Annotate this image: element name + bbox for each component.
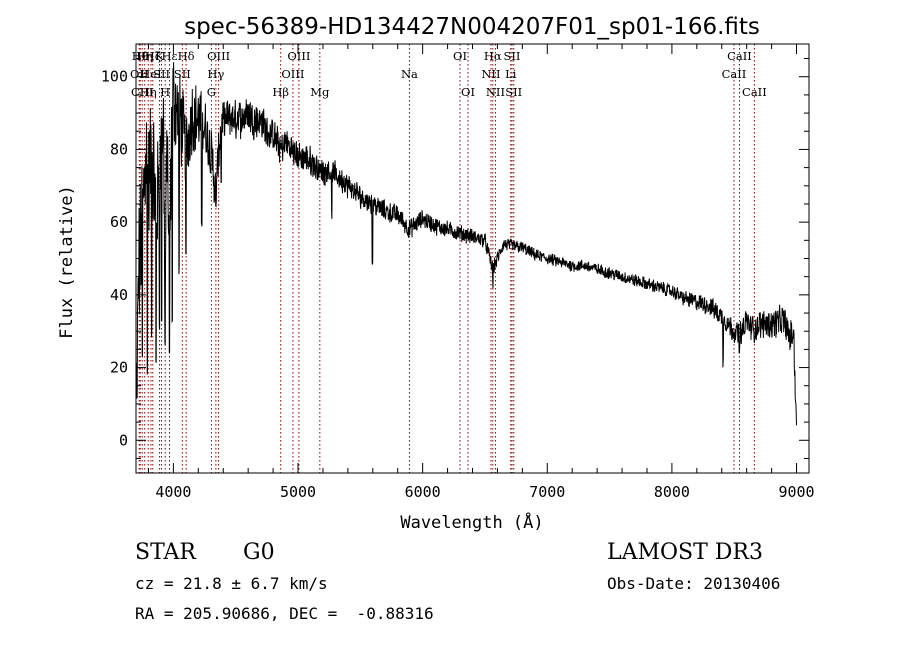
line-marker-label: CIII [131, 85, 153, 99]
y-tick-label: 100 [101, 68, 128, 86]
line-marker-label: HeI [140, 67, 161, 81]
line-marker-label: Hζ [145, 49, 161, 63]
line-marker-label: OIII [207, 49, 230, 63]
line-marker-label: OI [453, 49, 467, 63]
line-marker-label: Hδ [178, 49, 195, 63]
line-marker-label: Hη [140, 85, 157, 99]
line-marker-label: SII [174, 67, 191, 81]
x-tick-label: 6000 [405, 483, 441, 501]
coordinates: RA = 205.90686, DEC = -0.88316 [135, 604, 434, 623]
x-tick-label: 4000 [155, 483, 191, 501]
line-marker-labels: OIIHθCIIIHηHηHeIHζKSIIHHεSIIHδGHγOIIIHβO… [130, 49, 767, 99]
line-marker-label: NII [486, 85, 505, 99]
line-marker-label: Hη [136, 49, 153, 63]
survey-name: LAMOST DR3 [607, 540, 763, 565]
line-marker-label: Na [401, 67, 418, 81]
x-tick-label: 5000 [280, 483, 316, 501]
line-markers [138, 44, 755, 473]
line-marker-label: Li [505, 67, 517, 81]
line-marker-label: H [160, 85, 170, 99]
line-marker-label: OI [461, 85, 475, 99]
line-marker-label: Hα [484, 49, 502, 63]
observation-date: Obs-Date: 20130406 [607, 574, 781, 593]
line-marker-label: CaII [722, 67, 747, 81]
line-marker-label: Hε [162, 49, 178, 63]
line-marker-label: G [207, 85, 216, 99]
y-axis-ticks: 0 20 40 60 80 100 [101, 58, 809, 459]
line-marker-label: NII [481, 67, 500, 81]
redshift-velocity: cz = 21.8 ± 6.7 km/s [135, 574, 328, 593]
line-marker-label: SII [505, 85, 522, 99]
y-tick-label: 20 [110, 359, 128, 377]
x-tick-label: 7000 [529, 483, 565, 501]
x-tick-label: 8000 [654, 483, 690, 501]
line-marker-label: SII [153, 67, 170, 81]
y-tick-label: 0 [119, 431, 128, 449]
object-class: STAR [135, 540, 196, 565]
line-marker-label: Hγ [207, 67, 224, 81]
x-axis-label: Wavelength (Å) [400, 511, 543, 533]
line-marker-label: OIII [287, 49, 310, 63]
line-marker-label: OII [130, 67, 149, 81]
spectral-subclass: G0 [243, 540, 275, 565]
chart-title: spec-56389-HD134427N004207F01_sp01-166.f… [184, 14, 760, 40]
line-marker-label: CaII [742, 85, 767, 99]
line-marker-label: OIII [281, 67, 304, 81]
y-tick-label: 80 [110, 140, 128, 158]
line-marker-label: Mg [310, 85, 330, 99]
y-tick-label: 60 [110, 213, 128, 231]
y-axis-label: Flux (relative) [57, 185, 77, 339]
line-marker-label: Hβ [272, 85, 289, 99]
plot-frame [135, 43, 810, 474]
y-tick-label: 40 [110, 286, 128, 304]
x-tick-label: 9000 [778, 483, 814, 501]
line-marker-label: SII [504, 49, 521, 63]
x-axis-ticks: 4000 5000 6000 7000 8000 9000 [147, 44, 815, 501]
line-marker-label: CaII [727, 49, 752, 63]
flux-series-line [135, 62, 797, 426]
line-marker-label: K [155, 49, 164, 63]
